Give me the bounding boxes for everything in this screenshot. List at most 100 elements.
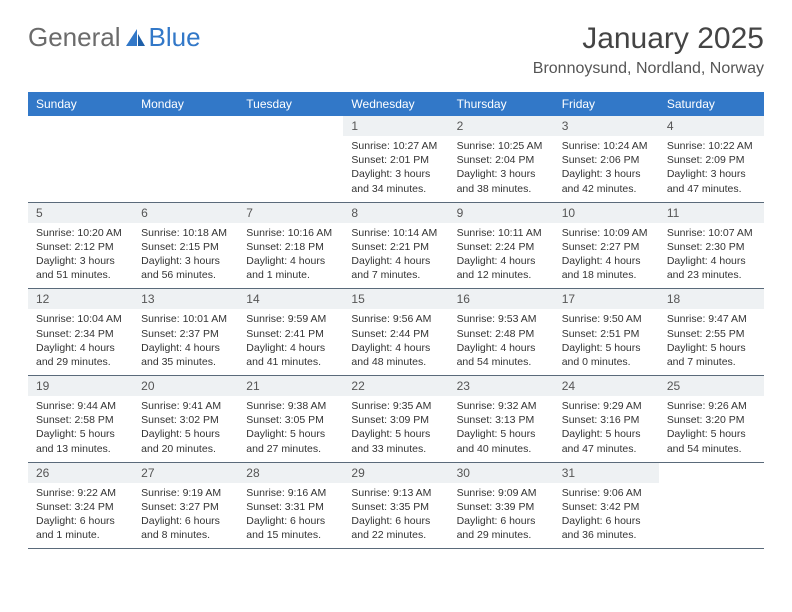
day-details: Sunrise: 10:25 AMSunset: 2:04 PMDaylight… bbox=[449, 136, 554, 202]
day-details: Sunrise: 10:14 AMSunset: 2:21 PMDaylight… bbox=[343, 223, 448, 289]
calendar-day-cell: . bbox=[659, 462, 764, 549]
day-detail-line: Sunrise: 9:50 AM bbox=[562, 312, 651, 326]
day-details: Sunrise: 10:11 AMSunset: 2:24 PMDaylight… bbox=[449, 223, 554, 289]
day-detail-line: Sunrise: 9:32 AM bbox=[457, 399, 546, 413]
day-detail-line: Sunrise: 10:07 AM bbox=[667, 226, 756, 240]
day-detail-line: Sunset: 2:34 PM bbox=[36, 327, 125, 341]
calendar-day-cell: 24Sunrise: 9:29 AMSunset: 3:16 PMDayligh… bbox=[554, 376, 659, 463]
day-detail-line: Sunset: 2:04 PM bbox=[457, 153, 546, 167]
day-header: Thursday bbox=[449, 92, 554, 116]
calendar-day-cell: 22Sunrise: 9:35 AMSunset: 3:09 PMDayligh… bbox=[343, 376, 448, 463]
day-detail-line: Sunset: 2:21 PM bbox=[351, 240, 440, 254]
day-detail-line: Sunrise: 10:01 AM bbox=[141, 312, 230, 326]
day-details: Sunrise: 9:35 AMSunset: 3:09 PMDaylight:… bbox=[343, 396, 448, 462]
calendar-day-cell: 6Sunrise: 10:18 AMSunset: 2:15 PMDayligh… bbox=[133, 202, 238, 289]
day-detail-line: and 23 minutes. bbox=[667, 268, 756, 282]
day-number: 19 bbox=[28, 376, 133, 396]
day-details: Sunrise: 10:20 AMSunset: 2:12 PMDaylight… bbox=[28, 223, 133, 289]
day-detail-line: and 27 minutes. bbox=[246, 442, 335, 456]
calendar-day-cell: 9Sunrise: 10:11 AMSunset: 2:24 PMDayligh… bbox=[449, 202, 554, 289]
day-detail-line: Daylight: 5 hours bbox=[667, 341, 756, 355]
day-detail-line: Sunset: 3:24 PM bbox=[36, 500, 125, 514]
day-detail-line: Sunset: 2:12 PM bbox=[36, 240, 125, 254]
day-header: Tuesday bbox=[238, 92, 343, 116]
day-detail-line: and 41 minutes. bbox=[246, 355, 335, 369]
day-number: 2 bbox=[449, 116, 554, 136]
day-details: Sunrise: 9:56 AMSunset: 2:44 PMDaylight:… bbox=[343, 309, 448, 375]
day-detail-line: Daylight: 5 hours bbox=[562, 427, 651, 441]
day-details: Sunrise: 9:59 AMSunset: 2:41 PMDaylight:… bbox=[238, 309, 343, 375]
day-detail-line: Daylight: 4 hours bbox=[141, 341, 230, 355]
day-detail-line: and 12 minutes. bbox=[457, 268, 546, 282]
day-detail-line: Sunrise: 10:25 AM bbox=[457, 139, 546, 153]
day-number: 27 bbox=[133, 463, 238, 483]
day-number: 18 bbox=[659, 289, 764, 309]
calendar-day-cell: 5Sunrise: 10:20 AMSunset: 2:12 PMDayligh… bbox=[28, 202, 133, 289]
day-detail-line: Sunset: 2:58 PM bbox=[36, 413, 125, 427]
calendar-day-cell: 16Sunrise: 9:53 AMSunset: 2:48 PMDayligh… bbox=[449, 289, 554, 376]
day-detail-line: Sunrise: 9:59 AM bbox=[246, 312, 335, 326]
logo: General Blue bbox=[28, 22, 201, 53]
day-detail-line: Sunrise: 9:38 AM bbox=[246, 399, 335, 413]
day-details: Sunrise: 9:32 AMSunset: 3:13 PMDaylight:… bbox=[449, 396, 554, 462]
day-detail-line: Sunrise: 10:11 AM bbox=[457, 226, 546, 240]
day-details: Sunrise: 9:50 AMSunset: 2:51 PMDaylight:… bbox=[554, 309, 659, 375]
day-details: Sunrise: 9:53 AMSunset: 2:48 PMDaylight:… bbox=[449, 309, 554, 375]
logo-text-1: General bbox=[28, 22, 121, 53]
day-number: 22 bbox=[343, 376, 448, 396]
day-detail-line: Sunset: 3:39 PM bbox=[457, 500, 546, 514]
day-detail-line: and 54 minutes. bbox=[667, 442, 756, 456]
day-number: 15 bbox=[343, 289, 448, 309]
day-detail-line: Sunrise: 9:22 AM bbox=[36, 486, 125, 500]
day-detail-line: and 36 minutes. bbox=[562, 528, 651, 542]
day-header: Wednesday bbox=[343, 92, 448, 116]
day-detail-line: and 15 minutes. bbox=[246, 528, 335, 542]
day-details: Sunrise: 10:01 AMSunset: 2:37 PMDaylight… bbox=[133, 309, 238, 375]
day-detail-line: Sunrise: 10:04 AM bbox=[36, 312, 125, 326]
day-number: 29 bbox=[343, 463, 448, 483]
logo-sail-icon bbox=[125, 28, 147, 48]
day-detail-line: and 7 minutes. bbox=[667, 355, 756, 369]
day-detail-line: Sunrise: 9:35 AM bbox=[351, 399, 440, 413]
day-detail-line: Sunset: 2:27 PM bbox=[562, 240, 651, 254]
day-details: Sunrise: 9:13 AMSunset: 3:35 PMDaylight:… bbox=[343, 483, 448, 549]
calendar-day-cell: 27Sunrise: 9:19 AMSunset: 3:27 PMDayligh… bbox=[133, 462, 238, 549]
calendar-day-cell: 18Sunrise: 9:47 AMSunset: 2:55 PMDayligh… bbox=[659, 289, 764, 376]
day-detail-line: Daylight: 3 hours bbox=[351, 167, 440, 181]
day-detail-line: Sunset: 2:41 PM bbox=[246, 327, 335, 341]
day-details: Sunrise: 9:38 AMSunset: 3:05 PMDaylight:… bbox=[238, 396, 343, 462]
day-detail-line: Sunrise: 9:13 AM bbox=[351, 486, 440, 500]
day-number: 31 bbox=[554, 463, 659, 483]
day-detail-line: and 48 minutes. bbox=[351, 355, 440, 369]
calendar-day-cell: 31Sunrise: 9:06 AMSunset: 3:42 PMDayligh… bbox=[554, 462, 659, 549]
day-number: 20 bbox=[133, 376, 238, 396]
day-detail-line: Sunset: 2:55 PM bbox=[667, 327, 756, 341]
day-detail-line: and 51 minutes. bbox=[36, 268, 125, 282]
day-detail-line: Sunrise: 9:56 AM bbox=[351, 312, 440, 326]
day-detail-line: Sunset: 3:05 PM bbox=[246, 413, 335, 427]
day-detail-line: and 47 minutes. bbox=[562, 442, 651, 456]
calendar-day-cell: 11Sunrise: 10:07 AMSunset: 2:30 PMDaylig… bbox=[659, 202, 764, 289]
calendar-day-cell: 7Sunrise: 10:16 AMSunset: 2:18 PMDayligh… bbox=[238, 202, 343, 289]
day-detail-line: Sunrise: 9:06 AM bbox=[562, 486, 651, 500]
day-number: 17 bbox=[554, 289, 659, 309]
day-number: 3 bbox=[554, 116, 659, 136]
day-detail-line: Daylight: 3 hours bbox=[457, 167, 546, 181]
day-number: 7 bbox=[238, 203, 343, 223]
day-detail-line: Sunset: 3:02 PM bbox=[141, 413, 230, 427]
calendar-day-cell: 15Sunrise: 9:56 AMSunset: 2:44 PMDayligh… bbox=[343, 289, 448, 376]
day-details: Sunrise: 10:16 AMSunset: 2:18 PMDaylight… bbox=[238, 223, 343, 289]
day-detail-line: and 7 minutes. bbox=[351, 268, 440, 282]
day-detail-line: and 13 minutes. bbox=[36, 442, 125, 456]
day-detail-line: Daylight: 3 hours bbox=[36, 254, 125, 268]
day-number: 6 bbox=[133, 203, 238, 223]
day-detail-line: Daylight: 3 hours bbox=[562, 167, 651, 181]
day-detail-line: Sunset: 3:13 PM bbox=[457, 413, 546, 427]
calendar-day-cell: 17Sunrise: 9:50 AMSunset: 2:51 PMDayligh… bbox=[554, 289, 659, 376]
calendar-day-cell: 14Sunrise: 9:59 AMSunset: 2:41 PMDayligh… bbox=[238, 289, 343, 376]
day-detail-line: Sunrise: 10:22 AM bbox=[667, 139, 756, 153]
day-header: Monday bbox=[133, 92, 238, 116]
day-detail-line: Sunrise: 10:14 AM bbox=[351, 226, 440, 240]
day-detail-line: Sunset: 2:48 PM bbox=[457, 327, 546, 341]
day-detail-line: Sunset: 3:16 PM bbox=[562, 413, 651, 427]
